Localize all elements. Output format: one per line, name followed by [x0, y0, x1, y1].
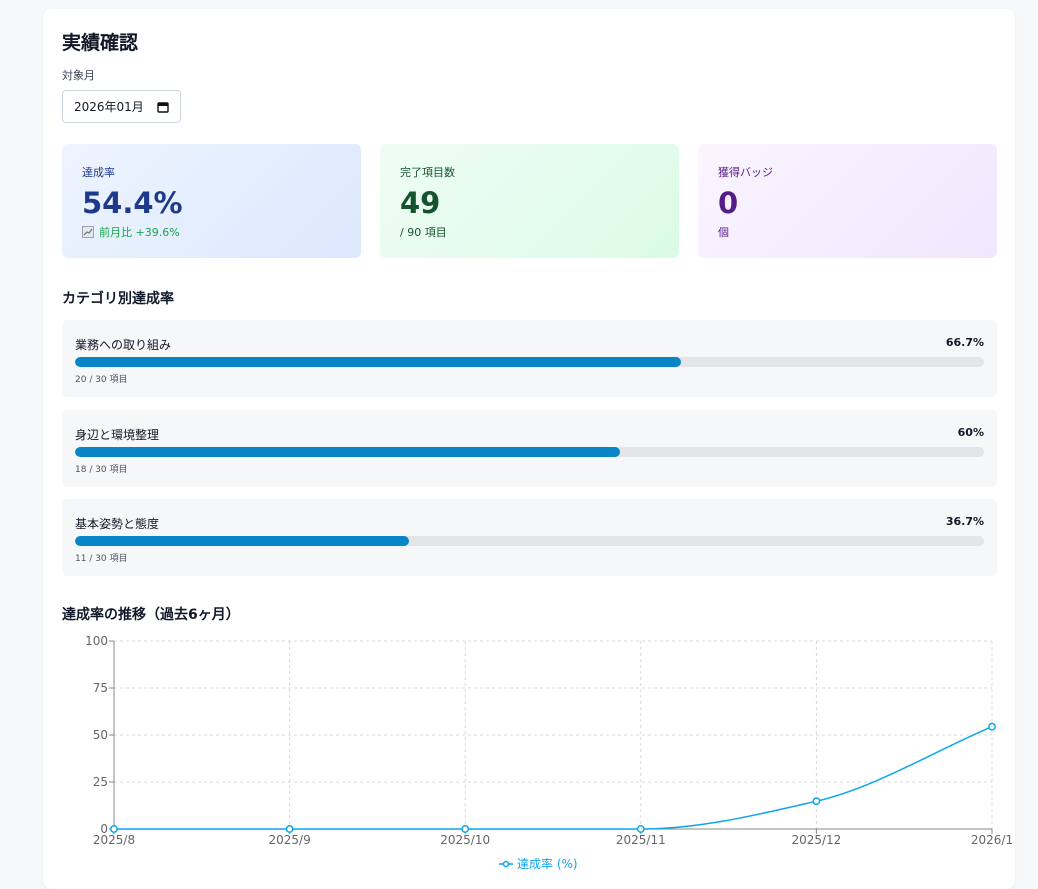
x-tick-label: 2025/10 [440, 833, 490, 847]
category-count: 11 / 30 項目 [75, 554, 128, 564]
month-input[interactable]: 2026年01月 [62, 90, 181, 123]
progress-track [75, 357, 984, 367]
x-tick-label: 2025/8 [93, 833, 135, 847]
card-label: 獲得バッジ [718, 166, 773, 179]
point [636, 825, 645, 833]
trend-icon [82, 226, 94, 238]
progress-bar [75, 536, 409, 546]
category-name: 基本姿勢と態度 [75, 517, 160, 531]
card-sub: 個 [718, 226, 729, 239]
legend-marker [502, 860, 510, 868]
point [988, 722, 996, 731]
section-title: 達成率の推移（過去6ヶ月） [62, 607, 240, 623]
card-label: 完了項目数 [400, 166, 455, 179]
month-label: 対象月 [62, 69, 95, 82]
category-row: 基本姿勢と態度 36.7% 11 / 30 項目 [62, 499, 997, 576]
category-count: 18 / 30 項目 [75, 465, 128, 475]
stat-card: 獲得バッジ 0 個 [698, 144, 997, 258]
point [461, 825, 470, 833]
card-value: 0 [718, 186, 739, 220]
point [110, 825, 118, 833]
category-name: 身辺と環境整理 [75, 428, 160, 442]
x-tick-label: 2025/9 [268, 833, 310, 847]
point [285, 825, 294, 833]
category-row: 身辺と環境整理 60% 18 / 30 項目 [62, 410, 997, 487]
progress-track [75, 447, 984, 457]
point [812, 797, 821, 806]
category-rate: 36.7% [945, 515, 984, 528]
y-tick-label: 0 [100, 822, 108, 836]
category-row: 業務への取り組み 66.7% 20 / 30 項目 [62, 320, 997, 397]
card-value: 54.4% [82, 186, 183, 220]
card-sub: 前月比 +39.6% [99, 226, 180, 239]
progress-bar [75, 447, 621, 457]
page-title: 実績確認 [62, 32, 139, 54]
y-tick-label: 50 [93, 728, 108, 742]
y-tick-label: 25 [93, 775, 108, 789]
line [114, 726, 993, 830]
stat-card: 完了項目数 49 / 90 項目 [380, 144, 679, 258]
progress-bar [75, 357, 682, 367]
x-tick-label: 2025/11 [616, 833, 666, 847]
legend-label: 達成率 (%) [517, 857, 578, 871]
line-chart: 0 25 50 75 100 2025/8 2025/9 2025/10 2025/11 2025… [85, 634, 1012, 871]
calendar-icon [157, 102, 169, 113]
card-label: 達成率 [82, 166, 115, 179]
category-rate: 60% [957, 426, 984, 439]
category-name: 業務への取り組み [75, 338, 172, 352]
y-tick-label: 100 [85, 634, 108, 648]
y-tick-label: 75 [93, 681, 108, 695]
x-tick-label: 2026/1 [971, 833, 1012, 847]
stat-card: 達成率 54.4% 前月比 +39.6% [62, 144, 361, 258]
category-rate: 66.7% [945, 336, 984, 349]
progress-track [75, 536, 984, 546]
card-value: 49 [400, 186, 441, 220]
section-title: カテゴリ別達成率 [62, 291, 174, 307]
month-value: 2026年01月 [74, 100, 144, 114]
card-sub: / 90 項目 [400, 226, 447, 239]
category-count: 20 / 30 項目 [75, 375, 128, 385]
x-tick-label: 2025/12 [791, 833, 841, 847]
